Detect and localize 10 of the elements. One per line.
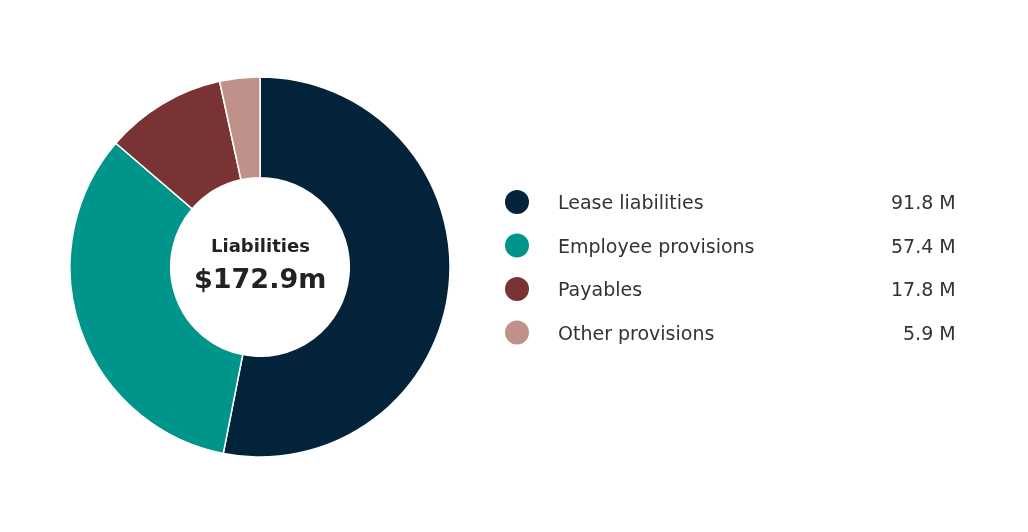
legend-label: Payables — [558, 278, 643, 300]
legend-label: Other provisions — [558, 322, 715, 344]
text: Liabilities — [211, 235, 310, 256]
legend-label: Lease liabilities — [558, 191, 704, 213]
data-label: 17.8 M — [891, 278, 956, 300]
text: $172.9m — [194, 263, 327, 294]
legend-label: Employee provisions — [558, 235, 755, 257]
data-label: 57.4 M — [891, 235, 956, 257]
data-label: 5.9 M — [903, 322, 956, 344]
data-label: 91.8 M — [891, 191, 956, 213]
